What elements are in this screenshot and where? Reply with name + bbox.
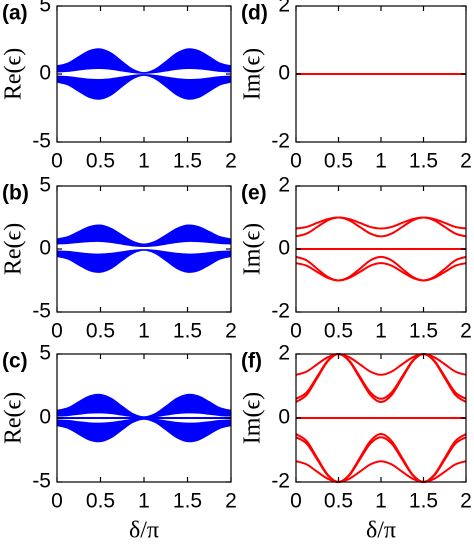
y-axis-label: Re(ϵ) [1,48,27,100]
x-tick-label: 2 [225,320,237,343]
panel-label: (f) [241,350,262,373]
y-tick-label: 2 [278,174,290,197]
x-tick-label: 2 [460,150,472,173]
y-axis-label: Re(ϵ) [1,392,27,444]
x-tick-label: 1.5 [173,150,202,173]
x-tick-label: 0 [51,150,63,173]
x-tick-label: 1.5 [173,490,202,513]
plot-frame [56,5,232,143]
panel-label: (a) [2,2,28,25]
panel-label: (b) [2,182,29,205]
x-tick-label: 1 [138,490,150,513]
x-tick-label: 0.5 [324,150,353,173]
y-axis-label: Im(ϵ) [240,48,266,100]
y-tick-label: -5 [32,300,51,323]
x-tick-label: 1 [138,320,150,343]
y-axis-label: Im(ϵ) [240,223,266,275]
plot-frame [56,185,232,313]
band [56,393,232,418]
y-axis-label: Re(ϵ) [1,223,27,275]
x-tick-label: 0 [51,320,63,343]
x-tick-label: 1 [138,150,150,173]
x-tick-label: 1 [375,150,387,173]
x-tick-label: 1.5 [409,490,438,513]
y-tick-label: 5 [39,174,51,197]
y-tick-label: -2 [271,470,290,493]
x-tick-label: 2 [225,150,237,173]
x-tick-label: 0.5 [324,490,353,513]
x-tick-label: 0.5 [86,320,115,343]
y-tick-label: 0 [39,62,51,85]
line [295,216,467,230]
band [56,249,232,273]
y-tick-label: 5 [39,0,51,17]
y-tick-label: 0 [39,406,51,429]
y-tick-label: 2 [278,0,290,17]
y-tick-label: 0 [278,406,290,429]
y-tick-label: -2 [271,300,290,323]
x-tick-label: 0.5 [324,320,353,343]
x-tick-label: 1 [375,320,387,343]
x-axis-label: δ/π [129,518,159,544]
panel-label: (d) [241,2,268,25]
x-tick-label: 1.5 [173,320,202,343]
y-tick-label: 0 [39,237,51,260]
y-tick-label: -5 [32,470,51,493]
x-tick-label: 0 [290,490,302,513]
x-tick-label: 1 [375,490,387,513]
y-tick-label: -5 [32,130,51,153]
x-tick-label: 0.5 [86,150,115,173]
line [295,352,467,376]
y-tick-label: 0 [278,62,290,85]
panel-label: (c) [2,350,28,373]
line [295,352,467,404]
band [56,74,232,100]
x-tick-label: 1.5 [409,150,438,173]
y-tick-label: 5 [39,342,51,365]
y-tick-label: 2 [278,342,290,365]
x-tick-label: 2 [225,490,237,513]
band [56,48,232,74]
x-tick-label: 2 [460,320,472,343]
x-tick-label: 1.5 [409,320,438,343]
y-axis-label: Im(ϵ) [240,392,266,444]
x-tick-label: 0 [51,490,63,513]
line [295,460,467,484]
x-tick-label: 2 [460,490,472,513]
band [56,224,232,247]
y-tick-label: 0 [278,237,290,260]
line [295,216,467,238]
x-axis-label: δ/π [366,518,396,544]
line [295,432,467,484]
x-tick-label: 0.5 [86,490,115,513]
y-tick-label: -2 [271,130,290,153]
line [295,262,467,282]
line [295,255,467,282]
x-tick-label: 0 [290,320,302,343]
x-tick-label: 0 [290,150,302,173]
band [56,418,232,443]
panel-label: (e) [241,182,267,205]
